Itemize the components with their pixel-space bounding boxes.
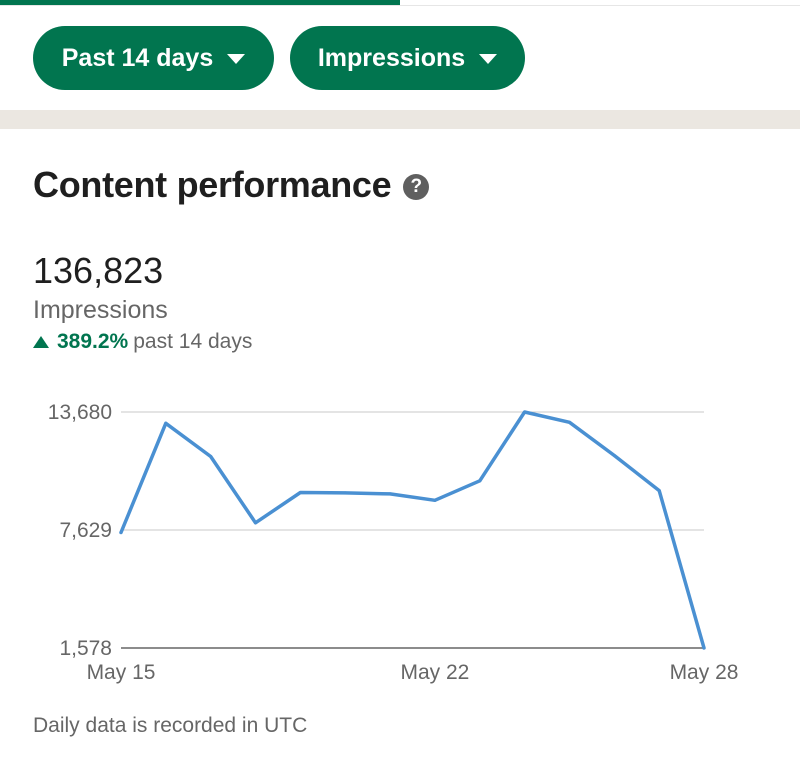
data-point [657,489,661,493]
data-point [523,410,527,414]
data-point [343,491,347,495]
active-tab-indicator [0,0,400,5]
caret-down-icon [479,54,498,64]
x-tick-label: May 15 [87,661,156,684]
y-tick-label: 13,680 [48,401,112,424]
data-point [388,492,392,496]
data-point [119,531,123,535]
data-point [567,420,571,424]
date-range-dropdown[interactable]: Past 14 days [33,26,274,90]
trend-up-icon [33,336,49,348]
section-separator [0,110,800,129]
x-tick-label: May 22 [400,661,469,684]
data-point [702,646,706,650]
data-point [478,479,482,483]
change-period: past 14 days [133,330,253,353]
data-point [612,453,616,457]
metric-dropdown[interactable]: Impressions [290,26,525,90]
change-indicator: 389.2% past 14 days [33,330,252,354]
y-tick-label: 7,629 [59,519,112,542]
data-point [209,454,213,458]
data-point [164,421,168,425]
data-point [254,521,258,525]
total-impressions-value: 136,823 [33,250,164,291]
help-icon[interactable]: ? [403,173,430,200]
change-percentage: 389.2% [57,330,129,353]
filter-bar: Past 14 days Impressions [33,26,525,90]
caret-down-icon [227,54,246,64]
y-tick-label: 1,578 [59,637,112,660]
tab-divider [0,5,800,6]
date-range-label: Past 14 days [61,43,214,72]
metric-name-label: Impressions [33,296,168,324]
data-point [433,498,437,502]
section-header: Content performance ? [33,164,430,206]
series-line [119,410,706,650]
x-tick-label: May 28 [670,661,739,684]
utc-footnote: Daily data is recorded in UTC [33,714,308,737]
section-title: Content performance [33,164,392,205]
data-point [298,491,302,495]
metric-dropdown-label: Impressions [317,43,466,72]
